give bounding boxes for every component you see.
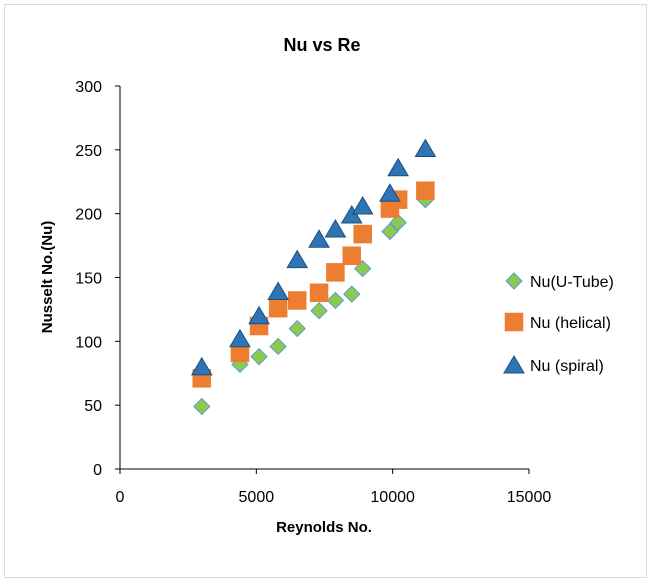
chart-title: Nu vs Re: [283, 35, 360, 55]
y-tick-label: 250: [75, 143, 102, 160]
data-point: [379, 183, 401, 202]
data-point: [416, 181, 435, 200]
data-point: [414, 138, 437, 158]
x-axis-title: Reynolds No.: [276, 519, 372, 536]
data-point: [326, 263, 345, 282]
y-tick-label: 200: [75, 207, 102, 224]
series-3: [190, 138, 437, 376]
legend-label: Nu (helical): [530, 315, 611, 332]
data-point: [343, 285, 361, 303]
data-point: [326, 291, 345, 310]
data-point: [288, 319, 306, 338]
y-tick-label: 0: [93, 462, 102, 479]
legend-marker: [503, 355, 525, 374]
data-point: [351, 196, 374, 215]
y-tick-label: 100: [75, 334, 102, 351]
x-tick-label: 15000: [507, 489, 552, 506]
data-point: [286, 249, 309, 269]
data-point: [389, 213, 407, 232]
data-point: [229, 328, 251, 348]
data-point: [309, 283, 329, 303]
y-tick-label: 150: [75, 271, 102, 288]
y-tick-label: 300: [75, 79, 102, 96]
data-point: [193, 397, 211, 416]
data-point: [248, 305, 270, 325]
data-point: [324, 219, 347, 238]
legend-label: Nu(U-Tube): [530, 274, 614, 291]
data-point: [342, 246, 362, 266]
data-point: [250, 347, 268, 366]
x-tick-label: 0: [116, 489, 125, 506]
y-tick-label: 50: [84, 398, 102, 415]
legend-marker: [504, 312, 524, 332]
data-point: [267, 281, 290, 301]
data-point: [381, 222, 399, 241]
legend-marker: [505, 272, 523, 290]
data-point: [269, 337, 287, 356]
data-point: [190, 356, 213, 376]
series-1: [193, 190, 435, 416]
data-point: [353, 224, 372, 244]
plot-points: [190, 138, 437, 416]
data-point: [268, 298, 288, 318]
y-axis-ticks: 0 50 100 150 200 250 300: [75, 79, 120, 479]
data-point: [310, 301, 328, 320]
data-point: [308, 229, 330, 248]
x-axis-ticks: 0 5000 10000 15000: [116, 469, 552, 506]
y-axis-title: Nusselt No.(Nu): [39, 221, 56, 334]
data-point: [387, 157, 409, 177]
x-tick-label: 10000: [370, 489, 415, 506]
legend: Nu(U-Tube) Nu (helical) Nu (spiral): [503, 272, 614, 375]
legend-label: Nu (spiral): [530, 358, 604, 375]
x-tick-label: 5000: [239, 489, 275, 506]
data-point: [287, 291, 307, 310]
